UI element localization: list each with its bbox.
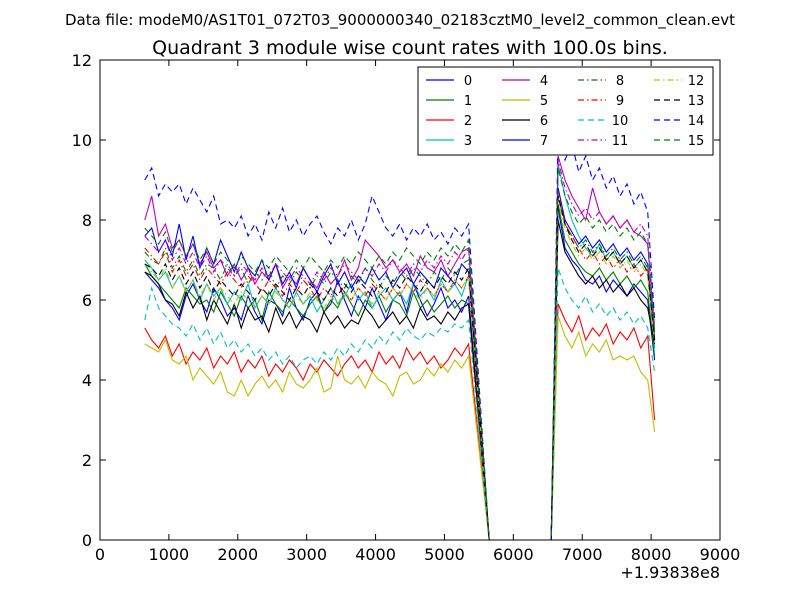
series-line-9 [144, 191, 656, 541]
legend-label-13: 13 [688, 94, 705, 109]
x-axis-offset-label: +1.93838e8 [620, 563, 720, 582]
y-tick-label: 8 [82, 211, 92, 230]
y-tick-label: 0 [82, 531, 92, 550]
x-tick-label: 4000 [355, 545, 396, 564]
series-line-2 [144, 303, 656, 541]
y-tick-label: 10 [72, 131, 92, 150]
y-tick-label: 4 [82, 371, 92, 390]
series-layer [144, 131, 656, 541]
series-line-10 [144, 267, 656, 541]
legend-label-11: 11 [612, 134, 629, 149]
series-line-3 [144, 163, 656, 541]
legend-label-10: 10 [612, 114, 629, 129]
x-tick-label: 2000 [217, 545, 258, 564]
legend-label-15: 15 [688, 134, 705, 149]
legend-label-0: 0 [464, 74, 472, 89]
legend-label-8: 8 [616, 74, 624, 89]
series-line-6 [144, 219, 656, 541]
series-line-15 [144, 167, 656, 541]
legend-label-12: 12 [688, 74, 705, 89]
series-line-13 [144, 195, 656, 541]
legend-label-6: 6 [540, 114, 548, 129]
legend-label-2: 2 [464, 114, 472, 129]
legend-label-5: 5 [540, 94, 548, 109]
series-line-14 [144, 131, 656, 541]
x-tick-label: 1000 [149, 545, 190, 564]
x-tick-label: 8000 [631, 545, 672, 564]
legend-label-1: 1 [464, 94, 472, 109]
x-tick-label: 5000 [424, 545, 465, 564]
x-tick-label: 3000 [286, 545, 327, 564]
axis-ticks: 0 1000 2000 3000 4000 5000 6000 7000 8000 9000 0 2 4… [72, 51, 741, 564]
x-tick-label: 9000 [700, 545, 741, 564]
x-tick-label: 7000 [562, 545, 603, 564]
legend-label-14: 14 [688, 114, 705, 129]
legend-label-7: 7 [540, 134, 548, 149]
y-tick-label: 2 [82, 451, 92, 470]
chart-title: Quadrant 3 module wise count rates with … [152, 37, 668, 59]
series-line-11 [144, 159, 656, 541]
series-line-12 [144, 199, 656, 541]
legend-label-3: 3 [464, 134, 472, 149]
y-tick-label: 6 [82, 291, 92, 310]
series-line-1 [144, 203, 656, 541]
y-tick-label: 12 [72, 51, 92, 70]
legend-box [417, 66, 714, 156]
series-line-5 [144, 315, 656, 541]
series-line-7 [144, 187, 656, 541]
x-tick-label: 6000 [493, 545, 534, 564]
x-tick-label: 0 [95, 545, 105, 564]
series-line-4 [144, 155, 656, 541]
series-line-8 [144, 195, 656, 541]
legend-label-9: 9 [616, 94, 624, 109]
legend-label-4: 4 [540, 74, 548, 89]
figure-suptitle: Data file: modeM0/AS1T01_072T03_90000003… [65, 11, 735, 30]
